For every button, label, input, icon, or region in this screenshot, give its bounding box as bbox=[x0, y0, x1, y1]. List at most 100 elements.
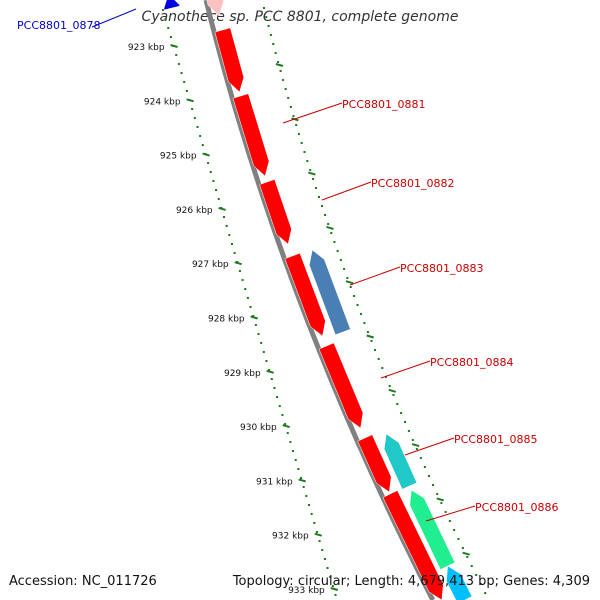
outer-scale-dot bbox=[295, 124, 298, 126]
scale-dot bbox=[193, 117, 196, 119]
scale-dot bbox=[183, 81, 186, 83]
outer-scale-tick-mark bbox=[462, 551, 470, 556]
accession-value: NC_011726 bbox=[81, 574, 157, 589]
scale-tick-label: 923 kbp bbox=[128, 43, 165, 53]
outer-scale-dot bbox=[262, 7, 265, 9]
topology-label: Topology: bbox=[232, 574, 294, 589]
scale-tick-mark bbox=[234, 261, 242, 266]
length-label: Length: bbox=[354, 574, 404, 589]
gene-leader-line bbox=[91, 8, 137, 28]
scale-tick-mark bbox=[282, 424, 290, 429]
scale-dot bbox=[323, 558, 326, 560]
gene-arrow bbox=[383, 433, 418, 490]
outer-scale-dot bbox=[349, 286, 352, 288]
scale-tick-mark bbox=[186, 98, 194, 103]
scale-tick-label: 926 kbp bbox=[176, 206, 213, 216]
outer-scale-dot bbox=[403, 421, 406, 423]
map-title: Cyanothece sp. PCC 8801, complete genome bbox=[141, 9, 459, 25]
genes-value: 4,309 bbox=[552, 574, 590, 589]
scale-tick-label: 927 kbp bbox=[192, 260, 229, 270]
gene-label: PCC8801_0885 bbox=[454, 433, 537, 446]
gene-label: PCC8801_0883 bbox=[400, 262, 483, 275]
outer-scale-dot bbox=[321, 205, 324, 207]
scale-dot bbox=[254, 324, 257, 326]
scale-dot bbox=[281, 414, 284, 416]
scale-dot bbox=[286, 432, 289, 434]
scale-dot bbox=[180, 72, 183, 74]
scale-dot bbox=[233, 252, 236, 254]
outer-scale-dot bbox=[359, 313, 362, 315]
outer-scale-dot bbox=[444, 511, 447, 513]
scale-tick-label: 930 kbp bbox=[240, 423, 277, 433]
scale-dot bbox=[199, 135, 202, 137]
scale-dot bbox=[209, 171, 212, 173]
scale-dot bbox=[177, 63, 180, 65]
outer-scale-dot bbox=[470, 565, 473, 567]
outer-scale-dot bbox=[440, 502, 443, 504]
outer-scale-dot bbox=[396, 403, 399, 405]
outer-scale-dot bbox=[356, 304, 359, 306]
outer-scale-dot bbox=[330, 232, 333, 234]
scale-tick-label: 933 kbp bbox=[288, 586, 325, 596]
scale-tick-label: 931 kbp bbox=[256, 477, 293, 487]
gene-label: PCC8801_0878 bbox=[17, 19, 100, 32]
scale-dot bbox=[278, 405, 281, 407]
scale-dot bbox=[175, 54, 178, 56]
outer-scale-dot bbox=[392, 394, 395, 396]
scale-dot bbox=[302, 486, 305, 488]
length-value: 4,679,413 bp bbox=[407, 574, 495, 589]
scale-dot bbox=[249, 306, 252, 308]
outer-scale-dot bbox=[303, 151, 306, 153]
gene-leader-line bbox=[321, 181, 372, 201]
gene-arrow bbox=[206, 0, 224, 17]
genome-stats-footer: Topology: circular; Length: 4,679,413 bp… bbox=[232, 574, 590, 589]
outer-scale-dot bbox=[282, 79, 285, 81]
outer-scale-dot bbox=[400, 412, 403, 414]
scale-dot bbox=[307, 504, 310, 506]
gene-features bbox=[163, 0, 473, 600]
scale-dot bbox=[217, 198, 220, 200]
scale-dot bbox=[215, 189, 218, 191]
scale-dot bbox=[284, 423, 287, 425]
scale-dot bbox=[326, 567, 329, 569]
scale-dot bbox=[313, 522, 316, 524]
outer-scale-dot bbox=[363, 322, 366, 324]
scale-tick-label: 925 kbp bbox=[160, 152, 197, 162]
outer-scale-dot bbox=[272, 43, 275, 45]
outer-scale-dot bbox=[297, 133, 300, 135]
outer-scale-dot bbox=[269, 34, 272, 36]
scale-dot bbox=[305, 495, 308, 497]
scale-dot bbox=[167, 27, 170, 29]
outer-scale-dot bbox=[353, 295, 356, 297]
gene-leader-line bbox=[425, 505, 476, 522]
scale-dot bbox=[315, 531, 318, 533]
gene-labels: PCC8801_0878 PCC8801_0881 PCC8801_0882 PCC8… bbox=[17, 8, 558, 522]
outer-scale-dot bbox=[415, 448, 418, 450]
gene-arrow bbox=[357, 434, 392, 493]
gene-label: PCC8801_0882 bbox=[371, 177, 454, 190]
outer-scale-dot bbox=[336, 250, 339, 252]
outer-scale-dot bbox=[457, 538, 460, 540]
scale-dot bbox=[265, 360, 268, 362]
scale-dot bbox=[201, 144, 204, 146]
outer-scale-dot bbox=[381, 367, 384, 369]
gene-label: PCC8801_0884 bbox=[430, 356, 513, 369]
outer-scale-tick-mark bbox=[388, 388, 397, 393]
scale-tick-mark bbox=[170, 44, 178, 48]
outer-scale-tick-mark bbox=[308, 171, 316, 176]
scale-dot bbox=[185, 90, 188, 92]
scale-tick-mark bbox=[314, 532, 323, 537]
outer-scale-dot bbox=[411, 439, 414, 441]
gene-arrow bbox=[309, 249, 351, 336]
scale-dot bbox=[331, 585, 334, 587]
outer-scale-dot bbox=[289, 106, 292, 108]
gene-leader-line bbox=[282, 102, 343, 124]
scale-tick-label: 928 kbp bbox=[208, 315, 245, 325]
scale-dot bbox=[228, 234, 231, 236]
outer-scale-dot bbox=[479, 583, 482, 585]
outer-scale-dot bbox=[274, 52, 277, 54]
accession-footer: Accession: NC_011726 bbox=[9, 574, 157, 589]
scale-tick-mark bbox=[218, 206, 226, 211]
outer-scale-dot bbox=[366, 331, 369, 333]
